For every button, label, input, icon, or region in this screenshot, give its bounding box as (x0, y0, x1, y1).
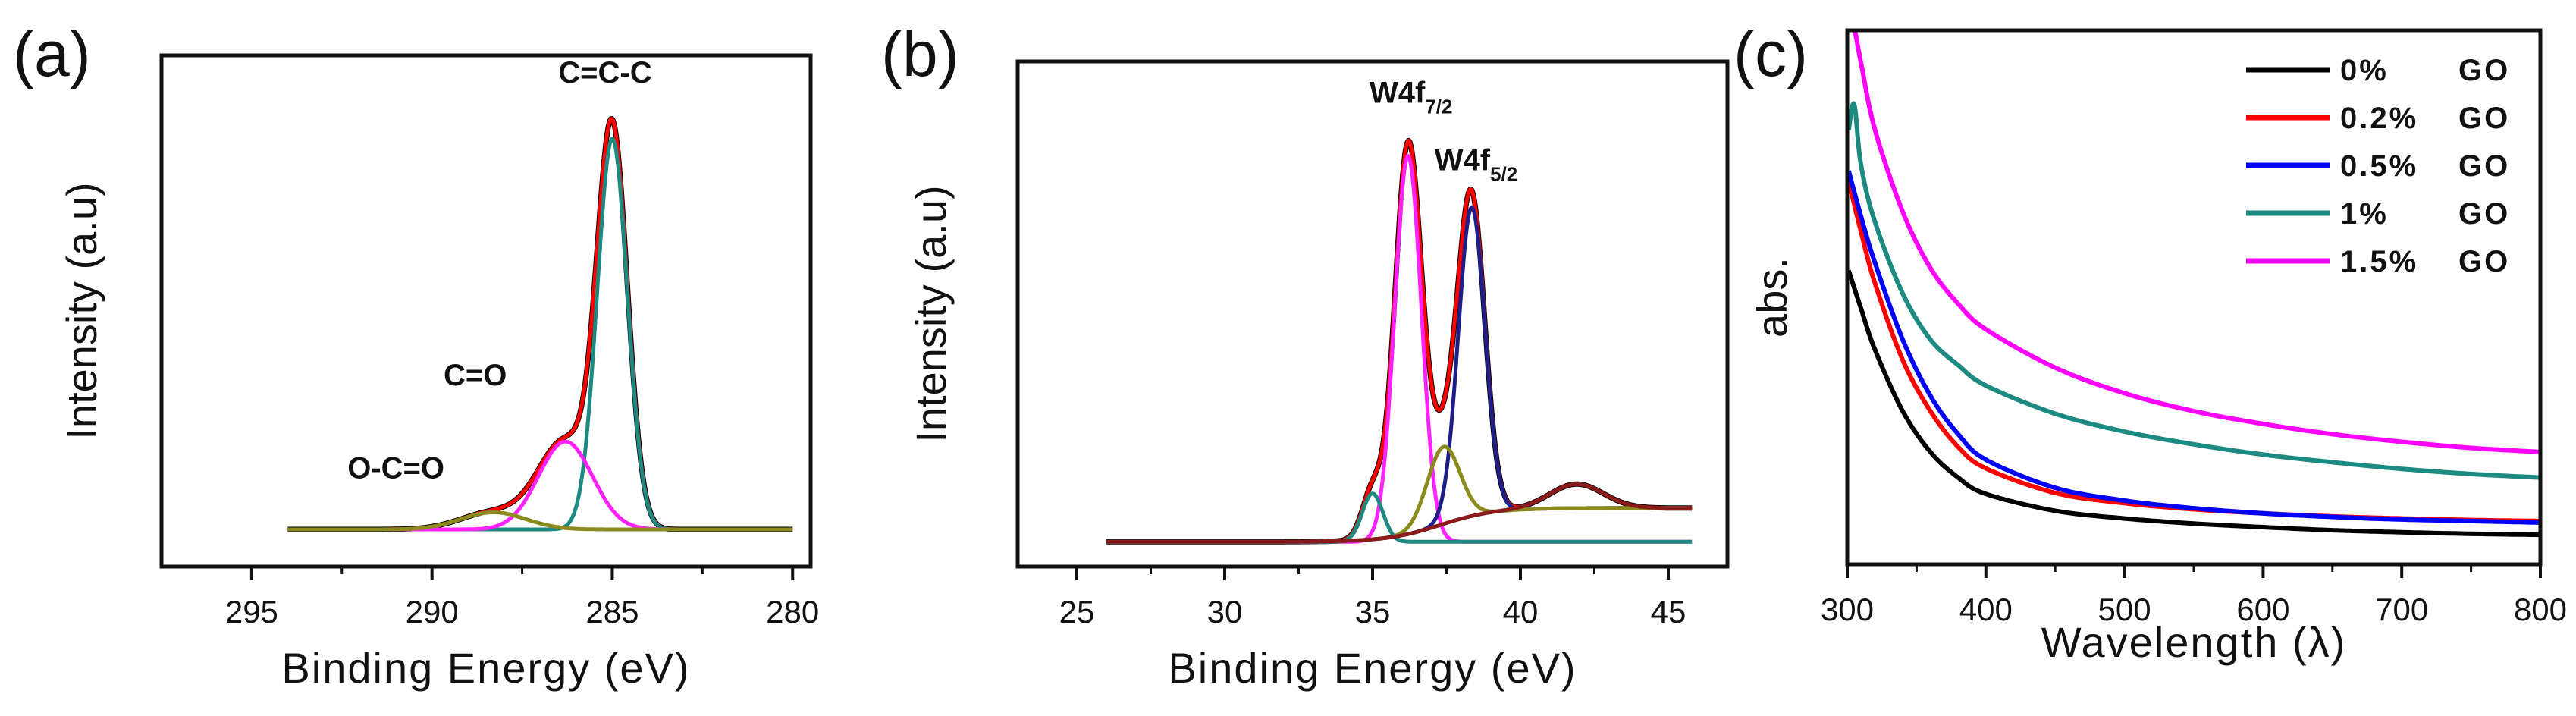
x-tick-label: 290 (406, 594, 459, 630)
x-tick-label: 600 (2236, 592, 2289, 627)
x-tick-label: 400 (1959, 592, 2013, 627)
x-tick-label: 30 (1207, 594, 1243, 630)
peak-annotation-sub: 7/2 (1425, 96, 1452, 118)
chart-panel-2: (c) 300 400 500 600 700 800 Wavelength (λ) abs. 0… (1734, 18, 2567, 666)
panel-label: (b) (881, 18, 959, 90)
legend-label: 0.2% (2340, 102, 2418, 135)
legend: 0% GO 0.2% GO 0.5% GO 1% GO 1.5% GO (2246, 54, 2510, 278)
legend-label: 0% (2340, 54, 2389, 87)
legend-suffix: GO (2458, 149, 2510, 183)
series-line-o-c-o (287, 510, 794, 532)
series-line-w5p (1106, 482, 1693, 544)
panel-label: (c) (1734, 18, 1808, 90)
peak-annotation: W4f7/2 (1370, 77, 1452, 118)
x-tick-label: 45 (1651, 594, 1686, 630)
y-axis-label: Intensity (a.u) (907, 185, 955, 442)
x-axis-label: Wavelength (λ) (2041, 618, 2347, 666)
peak-annotation-sub: 5/2 (1490, 163, 1517, 186)
series-line-envelope (1106, 138, 1693, 544)
series-line-w4f-7-2 (1106, 154, 1693, 544)
peak-annotation-main: C=C-C (558, 56, 651, 90)
series-line-0-go (1847, 269, 2539, 538)
legend-label: 1% (2340, 197, 2389, 231)
x-tick-label: 300 (1821, 592, 1874, 627)
panel-label: (a) (13, 18, 91, 90)
peak-annotation-main: C=O (444, 359, 507, 392)
legend-label: 0.5% (2340, 149, 2418, 183)
series-line-1-go (1847, 101, 2539, 480)
x-axis-label: Binding Energy (eV) (1168, 644, 1577, 692)
legend-suffix: GO (2458, 245, 2510, 278)
y-axis-label: Intensity (a.u) (58, 182, 105, 439)
data-layer (1105, 137, 1694, 545)
peak-annotation: W4f5/2 (1435, 144, 1517, 186)
x-tick-label: 800 (2514, 592, 2567, 627)
peak-annotation: C=C-C (558, 56, 651, 90)
x-tick-label: 40 (1503, 594, 1539, 630)
x-tick-label: 700 (2375, 592, 2428, 627)
series-line-1-5-go (1852, 30, 2539, 454)
x-tick-label: 285 (585, 594, 639, 630)
plot-frame (159, 53, 813, 569)
y-axis-label: abs. (1748, 257, 1796, 338)
legend-suffix: GO (2458, 197, 2510, 231)
x-tick-label: 295 (225, 594, 278, 630)
x-axis-label: Binding Energy (eV) (281, 644, 690, 692)
x-tick-label: 500 (2098, 592, 2151, 627)
plot-frame (1015, 59, 1730, 569)
legend-suffix: GO (2458, 102, 2510, 135)
x-tick-label: 35 (1355, 594, 1391, 630)
legend-suffix: GO (2458, 54, 2510, 87)
data-layer (1847, 30, 2539, 538)
x-tick-label: 25 (1059, 594, 1095, 630)
legend-label: 1.5% (2340, 245, 2418, 278)
peak-annotation: O-C=O (347, 451, 444, 485)
series-line-0-5-go (1847, 169, 2539, 525)
peak-annotation-main: O-C=O (347, 451, 444, 485)
peak-annotation-main: W4f (1370, 77, 1426, 110)
peak-annotation-main: W4f (1435, 144, 1491, 177)
x-tick-label: 280 (766, 594, 819, 630)
chart-panel-0: (a) 295 290 285 280 Binding Energy (eV) Intens… (13, 18, 819, 692)
data-layer (286, 116, 795, 532)
chart-panel-1: (b) 25 30 35 40 45 Binding Energy (eV) Intensit… (881, 18, 1730, 692)
peak-annotation: C=O (444, 359, 507, 392)
